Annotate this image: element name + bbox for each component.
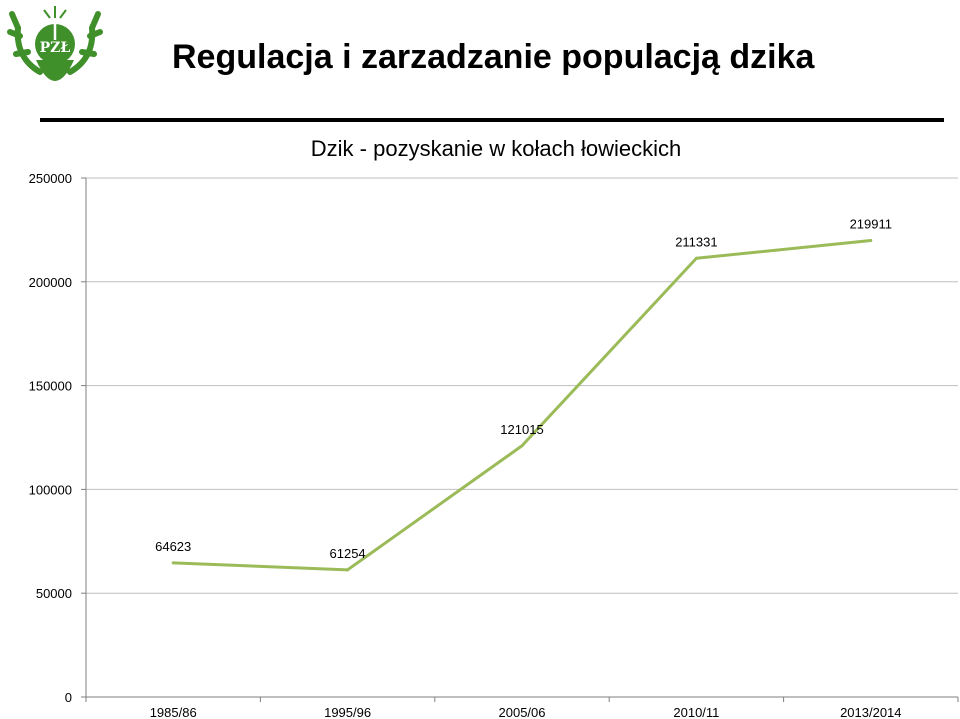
series-line (173, 238, 871, 572)
data-point (869, 238, 873, 242)
data-label: 121015 (500, 422, 543, 437)
y-tick-label: 0 (65, 690, 72, 705)
x-tick-label: 2013/2014 (840, 705, 901, 719)
data-point (520, 444, 524, 448)
chart-gridlines (86, 177, 958, 594)
y-tick-label: 200000 (29, 275, 72, 290)
page-title: Regulacja i zarzadzanie populacją dzika (172, 38, 815, 76)
series (171, 238, 873, 572)
y-axis-ticks: 0 50000 100000 150000 200000 250000 (29, 171, 86, 705)
y-tick-label: 50000 (36, 586, 72, 601)
x-axis-ticks: 1985/86 1995/96 2005/06 2010/11 2013/2014 (85, 697, 959, 719)
logo-text: PZŁ (40, 40, 71, 56)
data-label: 211331 (675, 234, 717, 249)
chart-title: Dzik - pozyskanie w kołach łowieckich (311, 136, 681, 161)
chart-axes (85, 178, 958, 698)
x-tick-label: 1985/86 (150, 705, 197, 719)
x-tick-label: 2005/06 (499, 705, 546, 719)
x-tick-label: 1995/96 (324, 705, 371, 719)
data-label: 64623 (155, 539, 191, 554)
x-tick-label: 2010/11 (673, 705, 719, 719)
data-labels: 64623 61254 121015 211331 219911 (155, 216, 892, 560)
data-point (346, 568, 350, 572)
data-label: 219911 (850, 216, 892, 231)
title-divider (40, 118, 944, 122)
data-label: 61254 (330, 546, 366, 561)
data-point (694, 256, 698, 260)
y-tick-label: 250000 (29, 171, 72, 186)
data-point (171, 561, 175, 565)
pzl-logo: PZŁ (7, 6, 103, 81)
y-tick-label: 100000 (29, 482, 72, 497)
y-tick-label: 150000 (29, 379, 72, 394)
